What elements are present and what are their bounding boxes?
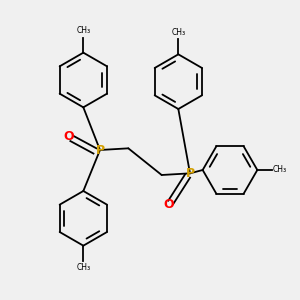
Text: CH₃: CH₃ xyxy=(171,28,185,37)
Text: CH₃: CH₃ xyxy=(76,263,90,272)
Text: P: P xyxy=(185,167,195,180)
Text: CH₃: CH₃ xyxy=(273,166,287,175)
Text: O: O xyxy=(63,130,74,143)
Text: P: P xyxy=(95,143,105,157)
Text: O: O xyxy=(163,199,174,212)
Text: CH₃: CH₃ xyxy=(76,26,90,35)
